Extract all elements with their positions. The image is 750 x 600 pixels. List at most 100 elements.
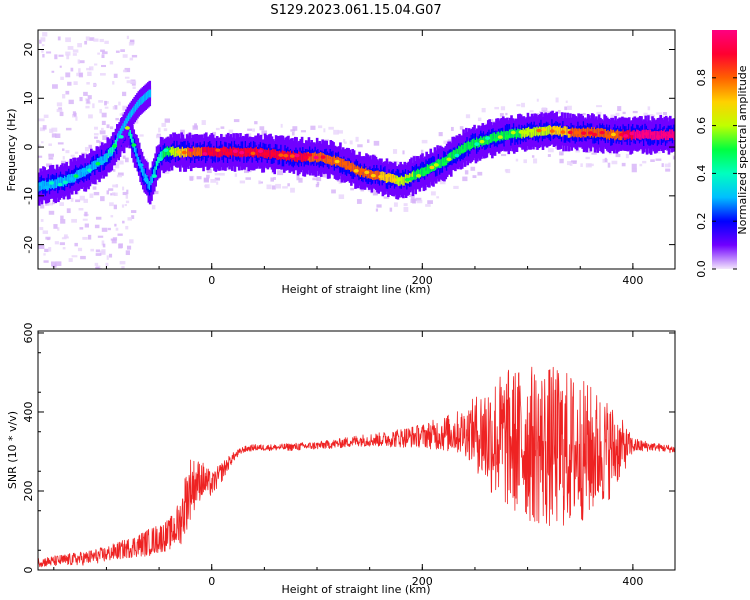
- spectrogram-noise-cell: [664, 163, 670, 168]
- spectrogram-noise-cell: [88, 144, 93, 149]
- spectrogram-cell: [615, 130, 619, 140]
- spectrogram-noise-cell: [40, 37, 46, 42]
- spectrogram-cell: [288, 151, 292, 161]
- spectrogram-noise-cell: [344, 141, 347, 144]
- spectrogram-peak: [523, 130, 529, 135]
- spectrogram-noise-cell: [113, 73, 118, 78]
- spectrogram-cell: [486, 135, 490, 145]
- spectrogram-noise-cell: [410, 195, 415, 200]
- spectrogram-noise-cell: [92, 186, 97, 190]
- spectrogram-cell: [634, 131, 638, 141]
- spectrogram-cell: [636, 129, 639, 139]
- spectrogram-noise-cell: [355, 136, 359, 142]
- spectrogram-peak: [423, 170, 429, 175]
- spectrogram-branch-cell: [130, 109, 134, 118]
- spectrogram-peak: [385, 173, 391, 178]
- spectrogram-noise-cell: [89, 66, 94, 71]
- spectrogram-noise-cell: [523, 159, 527, 164]
- spectrogram-noise-cell: [350, 187, 355, 191]
- spectrogram-noise-cell: [516, 104, 521, 107]
- spectrogram-cell: [133, 143, 137, 153]
- spectrogram-peak: [57, 182, 63, 187]
- spectrogram-noise-cell: [93, 83, 97, 87]
- spectrogram-cell: [399, 176, 402, 186]
- spectrogram-noise-cell: [65, 90, 70, 95]
- spectrogram-noise-cell: [139, 134, 144, 137]
- spectrogram-peak: [467, 145, 473, 149]
- spectrogram-noise-cell: [436, 196, 440, 199]
- spectrogram-noise-cell: [107, 227, 111, 231]
- spectrogram-noise-cell: [38, 144, 41, 148]
- spectrogram-noise-cell: [144, 158, 148, 162]
- spectrogram-noise-cell: [403, 207, 409, 212]
- spectrogram-noise-cell: [113, 204, 117, 210]
- spectrogram-noise-cell: [615, 112, 620, 116]
- spectrogram-cell: [632, 130, 635, 140]
- spectrogram-noise-cell: [119, 261, 126, 265]
- spectrogram-cell: [476, 137, 479, 147]
- spectrogram-noise-cell: [125, 225, 129, 230]
- spectrogram-noise-cell: [40, 204, 45, 209]
- spectrogram-noise-cell: [247, 133, 252, 139]
- spectrogram-noise-cell: [73, 112, 77, 117]
- spectrogram-cell: [103, 154, 107, 163]
- spectrogram-noise-cell: [61, 160, 67, 164]
- spectrogram-cell: [533, 126, 537, 136]
- spectrogram-cell: [545, 126, 549, 136]
- spectrogram-peak: [81, 169, 87, 173]
- spectrogram-noise-cell: [68, 99, 74, 105]
- spectrogram-noise-cell: [122, 155, 126, 159]
- spectrogram-noise-cell: [547, 148, 554, 153]
- spectrogram-noise-cell: [79, 96, 83, 102]
- spectrogram-noise-cell: [102, 243, 106, 248]
- spectrogram-noise-cell: [59, 65, 62, 68]
- spectrogram-noise-cell: [360, 187, 365, 192]
- spectrogram-noise-cell: [67, 160, 70, 164]
- spectrogram-noise-cell: [631, 168, 637, 173]
- spectrogram-cell: [508, 129, 512, 139]
- spectrogram-cell: [358, 166, 361, 176]
- spectrogram-cell: [548, 125, 552, 134]
- spectrogram-cell: [333, 155, 337, 165]
- spectrogram-cell: [162, 149, 166, 159]
- spectrogram-noise-cell: [120, 49, 125, 52]
- spectrogram-peak: [629, 131, 635, 136]
- spectrogram-noise-cell: [116, 174, 123, 178]
- spectrogram-noise-cell: [101, 120, 106, 126]
- spectrogram-cell: [157, 156, 160, 166]
- spectrogram-noise-cell: [582, 112, 586, 116]
- spectrogram-cell: [382, 171, 386, 181]
- colorbar-tick-label: 0.6: [695, 117, 708, 135]
- spectrogram-cell: [544, 126, 548, 136]
- spectrogram-peak: [107, 152, 113, 157]
- spectrogram-noise-cell: [48, 247, 52, 252]
- spectrogram-noise-cell: [100, 49, 105, 52]
- spectrogram-cell: [324, 154, 327, 164]
- spectrogram-noise-cell: [477, 117, 482, 122]
- spectrogram-noise-cell: [126, 245, 132, 250]
- spectrogram-noise-cell: [48, 143, 52, 146]
- spectrogram-noise-cell: [108, 188, 114, 191]
- spectrogram-cell: [180, 148, 183, 158]
- spectrogram-noise-cell: [324, 138, 329, 142]
- spectrogram-noise-cell: [105, 262, 109, 267]
- spectrogram-cell: [441, 157, 445, 167]
- spectrogram-noise-cell: [39, 39, 42, 44]
- spectrogram-noise-cell: [450, 126, 454, 131]
- spectrogram-noise-cell: [99, 250, 106, 255]
- spectrogram-noise-cell: [75, 116, 78, 121]
- spectrogram-noise-cell: [61, 148, 65, 151]
- spectrogram-cell: [131, 133, 134, 143]
- spectrogram-peak: [599, 130, 605, 135]
- spectrogram-cell: [38, 182, 41, 192]
- spectrogram-peak: [320, 155, 326, 159]
- spectrogram-branch-cell: [129, 111, 132, 120]
- spectrogram-cell: [339, 157, 342, 167]
- spectrogram-peak: [245, 149, 251, 154]
- spectrogram-noise-cell: [375, 208, 379, 212]
- spectrogram-cell: [652, 131, 656, 141]
- spectrogram-noise-cell: [126, 80, 133, 84]
- spectrogram-peak: [479, 139, 485, 144]
- spectrogram-cell: [426, 164, 430, 173]
- spectrogram-noise-cell: [290, 187, 295, 193]
